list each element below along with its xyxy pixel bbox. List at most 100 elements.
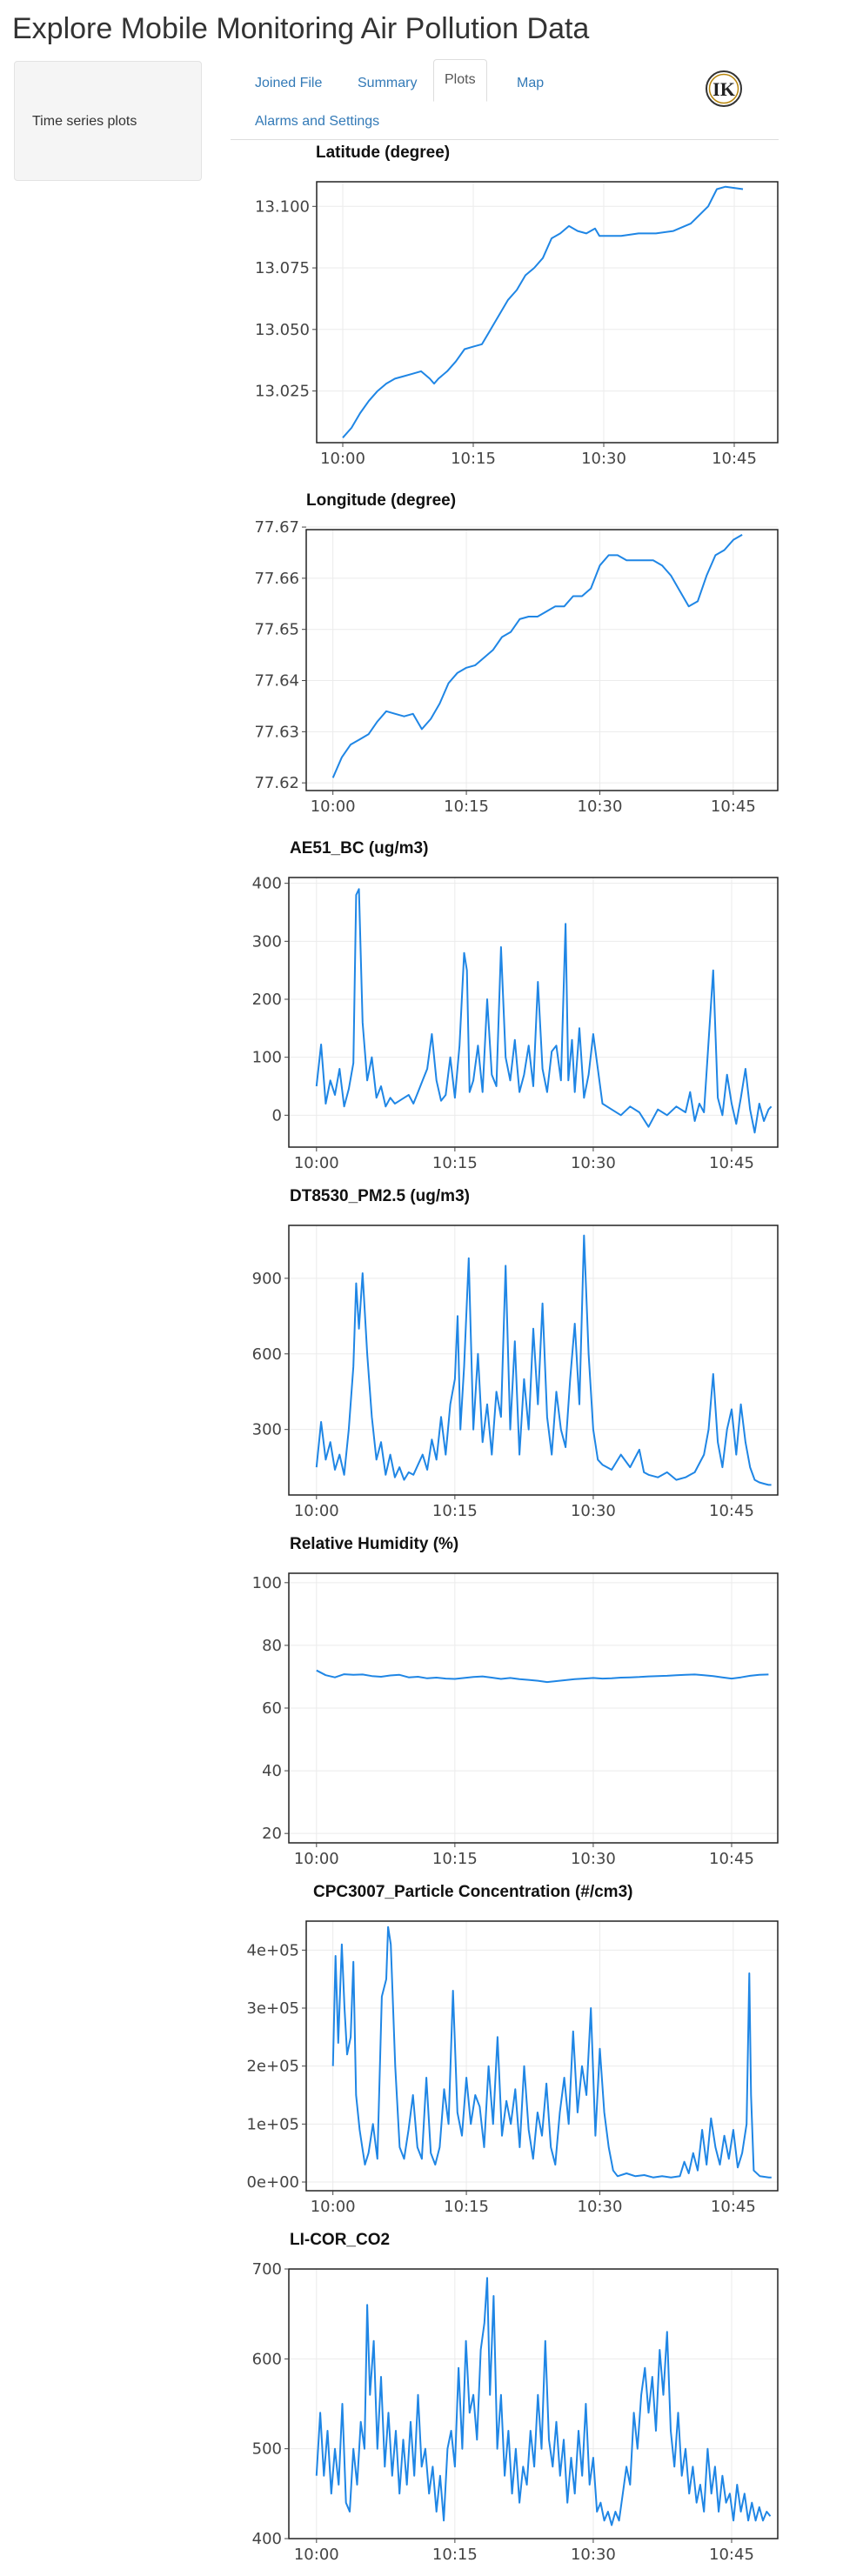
y-tick-label: 0e+00 <box>246 2173 299 2192</box>
chart-title-ae51-bc: AE51_BC (ug/m3) <box>290 839 429 858</box>
chart-title-li-cor-co2: LI-COR_CO2 <box>290 2231 391 2249</box>
y-tick-label: 100 <box>252 1574 282 1592</box>
x-tick-label: 10:45 <box>709 1154 754 1172</box>
y-tick-label: 20 <box>262 1825 282 1843</box>
x-tick-label: 10:30 <box>578 2198 623 2216</box>
y-tick-label: 77.63 <box>254 723 299 741</box>
chart-cpc3007: 10:00 10:15 10:30 10:45 0e+00 1e+05 2e+05 3e+05… <box>246 1920 779 2216</box>
y-tick-label: 3e+05 <box>246 1999 299 2018</box>
x-tick-label: 10:30 <box>571 2546 616 2564</box>
y-tick-label: 1e+05 <box>246 2115 299 2133</box>
series-line <box>331 1925 772 2179</box>
y-tick-label: 77.64 <box>254 672 299 691</box>
x-tick-label: 10:30 <box>571 1850 616 1868</box>
tab-map[interactable]: Map <box>517 76 545 90</box>
x-tick-label: 10:30 <box>581 450 626 468</box>
x-tick-label: 10:00 <box>311 797 356 816</box>
y-tick-label: 400 <box>252 875 282 893</box>
x-tick-label: 10:15 <box>444 2198 489 2216</box>
plot-area <box>317 182 778 443</box>
y-tick-label: 300 <box>252 1421 282 1439</box>
plot-area <box>306 530 778 791</box>
chart-title-longitude: Longitude (degree) <box>306 491 457 510</box>
x-tick-label: 10:15 <box>432 1502 478 1520</box>
y-tick-label: 13.100 <box>255 197 310 216</box>
tab-alarms-and-settings[interactable]: Alarms and Settings <box>255 114 380 129</box>
chart-latitude: 10:00 10:15 10:30 10:45 13.025 13.050 13.075 13… <box>255 181 779 468</box>
plot-border <box>305 1920 779 2192</box>
x-tick-label: 10:00 <box>294 2546 339 2564</box>
chart-title-relative-humidity: Relative Humidity (%) <box>290 1535 459 1553</box>
y-tick-label: 0 <box>272 1106 282 1124</box>
x-tick-label: 10:45 <box>711 2198 756 2216</box>
logo-text: IK <box>712 78 735 100</box>
y-tick-label: 2e+05 <box>246 2058 299 2076</box>
x-tick-label: 10:15 <box>432 1154 478 1172</box>
sidebar-label: Time series plots <box>32 114 137 129</box>
chart-ae51-bc: 10:00 10:15 10:30 10:45 0 100 200 300 400 <box>252 875 779 1172</box>
y-tick-label: 77.67 <box>254 518 299 537</box>
plot-area <box>306 1921 778 2191</box>
series-line <box>315 2277 772 2526</box>
y-tick-label: 80 <box>262 1637 282 1655</box>
y-tick-label: 60 <box>262 1699 282 1718</box>
plot-border <box>316 181 779 444</box>
x-tick-label: 10:45 <box>709 1502 754 1520</box>
x-tick-label: 10:00 <box>311 2198 356 2216</box>
chart-longitude: 10:00 10:15 10:30 10:45 77.62 77.63 77.64 77.65… <box>254 518 779 816</box>
plot-border <box>288 2268 779 2539</box>
x-tick-label: 10:30 <box>578 797 623 816</box>
x-tick-label: 10:15 <box>444 797 489 816</box>
tab-summary[interactable]: Summary <box>358 76 418 90</box>
x-tick-label: 10:00 <box>320 450 365 468</box>
series-line <box>342 185 744 438</box>
plot-area <box>289 878 778 1147</box>
plot-border <box>305 529 779 791</box>
series-line <box>315 888 773 1134</box>
y-tick-label: 600 <box>252 1345 282 1364</box>
x-tick-label: 10:00 <box>294 1154 339 1172</box>
ik-logo-icon: IK <box>706 70 742 107</box>
chart-li-cor-co2: 10:00 10:15 10:30 10:45 400 500 600 700 <box>252 2260 779 2564</box>
x-tick-label: 10:45 <box>711 797 756 816</box>
x-tick-label: 10:15 <box>432 2546 478 2564</box>
tabs-divider <box>231 139 779 140</box>
chart-pm25: 10:00 10:15 10:30 10:45 300 600 900 <box>252 1225 779 1520</box>
x-tick-label: 10:00 <box>294 1850 339 1868</box>
sidebar-panel: Time series plots <box>14 61 202 181</box>
plot-border <box>288 1225 779 1496</box>
series-line <box>315 1234 772 1486</box>
chart-relative-humidity: 10:00 10:15 10:30 10:45 20 40 60 80 100 <box>252 1572 779 1868</box>
nav-tabs: Joined File Summary Plots Map Alarms and… <box>231 57 779 140</box>
y-tick-label: 300 <box>252 932 282 951</box>
x-tick-label: 10:30 <box>571 1502 616 1520</box>
y-tick-label: 400 <box>252 2530 282 2548</box>
y-tick-label: 4e+05 <box>246 1941 299 1959</box>
x-tick-label: 10:15 <box>432 1850 478 1868</box>
chart-title-cpc3007: CPC3007_Particle Concentration (#/cm3) <box>313 1883 633 1901</box>
x-tick-label: 10:00 <box>294 1502 339 1520</box>
y-tick-label: 700 <box>252 2260 282 2279</box>
y-tick-label: 600 <box>252 2350 282 2368</box>
y-tick-label: 77.62 <box>254 774 299 792</box>
plot-border <box>288 877 779 1148</box>
y-tick-label: 13.075 <box>255 259 310 277</box>
chart-title-pm25: DT8530_PM2.5 (ug/m3) <box>290 1187 470 1205</box>
chart-title-latitude: Latitude (degree) <box>316 143 451 162</box>
series-line <box>316 1669 769 1684</box>
app-title: Explore Mobile Monitoring Air Pollution … <box>12 12 590 45</box>
y-tick-label: 900 <box>252 1270 282 1288</box>
x-tick-label: 10:45 <box>709 1850 754 1868</box>
y-tick-label: 40 <box>262 1762 282 1780</box>
x-tick-label: 10:15 <box>451 450 496 468</box>
tab-plots[interactable]: Plots <box>433 59 487 102</box>
y-tick-label: 200 <box>252 991 282 1009</box>
y-tick-label: 100 <box>252 1049 282 1067</box>
y-tick-label: 77.66 <box>254 570 299 588</box>
tab-joined-file[interactable]: Joined File <box>255 76 323 90</box>
x-tick-label: 10:45 <box>709 2546 754 2564</box>
plot-area <box>289 1225 778 1495</box>
y-tick-label: 13.050 <box>255 321 310 339</box>
x-tick-label: 10:45 <box>712 450 757 468</box>
y-tick-label: 77.65 <box>254 621 299 639</box>
